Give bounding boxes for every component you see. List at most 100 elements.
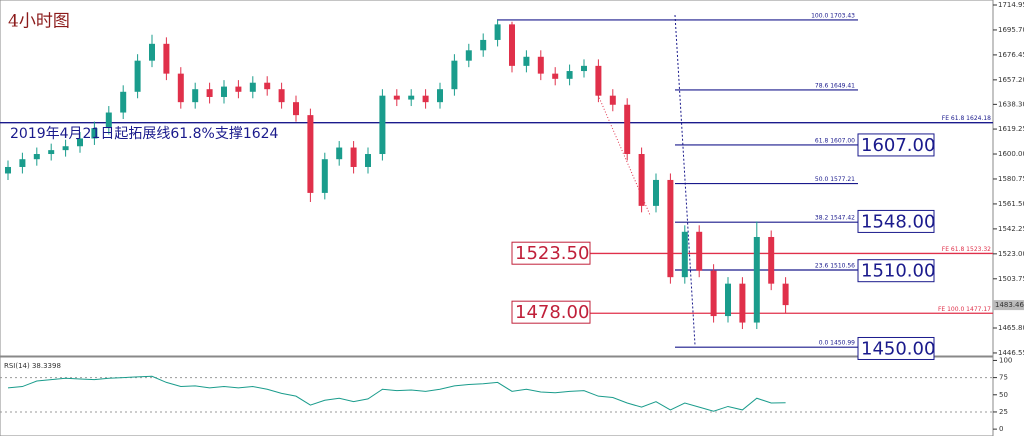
candle-body [581,65,587,72]
candle-body [48,150,55,155]
candle-body [725,283,731,317]
fib-level-label: 78.6 1649.41 [815,82,855,89]
candle-body [365,154,371,167]
candle-body [595,65,602,96]
level-box-label: 1523.50 [515,243,589,264]
candle-body [552,73,559,79]
annotation: 2019年4月21日起拓展线61.8%支撑1624 [10,126,279,142]
candle-body [77,138,83,147]
level-box-label: 1510.00 [861,261,935,282]
level-box [511,300,591,324]
level-box [511,241,591,265]
level-box [857,336,935,360]
candle-body [278,89,285,103]
candle-body [566,71,573,79]
candle-body [494,24,501,40]
candle-body [221,86,227,97]
fib-level-label: 61.8 1607.00 [815,137,855,144]
y-tick-label: 1542.25 [998,225,1024,233]
candle-body [350,147,357,167]
rsi-tick-label: 50 [999,391,1008,399]
candle-body [19,159,26,167]
rsi-label: RSI(14) 38.3398 [4,362,61,370]
candle-body [293,102,299,116]
candle-body [105,112,112,129]
level-box [857,133,935,157]
candle-body [177,73,184,103]
y-tick-label: 1446.55 [998,349,1024,357]
candle-body [667,179,674,278]
candle-body [33,154,40,160]
candle-body [379,95,386,155]
level-box [857,209,935,233]
fe-level-label: FE 61.8 1523.32 [942,246,991,253]
current-price-label: 1483.46 [995,301,1024,309]
candle-body [451,60,458,90]
fib-level-label: 0.0 1450.99 [819,340,855,347]
fib-level-label: 100.0 1703.43 [811,12,855,19]
candle-body [134,60,141,92]
candle-body [782,283,789,306]
current-price-tag [993,300,1024,311]
candle-body [696,231,703,271]
rsi-tick-label: 100 [999,356,1012,364]
candle-body [336,147,343,160]
candle-body [537,56,544,74]
y-tick-label: 1523.00 [998,250,1024,258]
candle-body [465,50,472,61]
y-tick-label: 1580.75 [998,175,1024,183]
level-box-label: 1478.00 [515,302,589,323]
candle-body [609,95,616,105]
candle-body [120,91,127,113]
y-tick-label: 1600.00 [998,150,1024,158]
candle-body [480,39,487,51]
level-box [857,259,935,283]
rsi-line [7,375,786,412]
y-tick-label: 1561.50 [998,200,1024,208]
level-box-label: 1548.00 [861,211,935,232]
y-tick-label: 1714.95 [998,1,1024,9]
candle-body [91,128,98,139]
candle-body [321,159,328,193]
candle-body [206,89,213,97]
candle-body [624,104,631,155]
rsi-tick-label: 25 [999,408,1008,416]
candle-body [408,95,415,100]
fe-level-label: FE 100.0 1477.17 [938,306,991,313]
candle-body [307,115,314,193]
candle-body [653,179,659,206]
y-tick-label: 1676.45 [998,51,1024,59]
fib-anchor-line [674,14,696,346]
rsi-panel [0,356,994,436]
rsi-tick-label: 0 [999,425,1003,433]
level-box-label: 1607.00 [861,135,935,156]
y-tick-label: 1638.30 [998,100,1024,108]
candle-body [437,89,443,103]
candle-body [523,56,530,66]
y-tick-label: 1503.75 [998,275,1024,283]
candle-body [5,166,11,174]
fe-level-label: FE 61.8 1624.18 [942,115,991,122]
y-tick-label: 1465.80 [998,324,1024,332]
candle-body [710,270,717,317]
candle-body [753,236,760,323]
fib-level-label: 50.0 1577.21 [815,176,855,183]
candle-body [149,43,155,61]
level-box-label: 1450.00 [861,338,935,359]
candle-body [192,89,199,103]
candle-body [393,95,400,100]
candle-body [638,154,645,206]
y-tick-label: 1657.20 [998,76,1024,84]
y-tick-label: 1695.70 [998,26,1024,34]
candle-body [235,86,242,92]
rsi-tick-label: 75 [999,374,1008,382]
y-tick-label: 1619.25 [998,125,1024,133]
fib-level-label: 38.2 1547.42 [815,215,855,222]
candle-body [62,146,69,151]
candle-body [681,231,688,278]
candle-body [739,283,746,323]
chart-title: 4小时图 [8,12,70,32]
fib-level-label: 23.6 1510.56 [815,262,855,269]
candle-body [249,82,256,92]
